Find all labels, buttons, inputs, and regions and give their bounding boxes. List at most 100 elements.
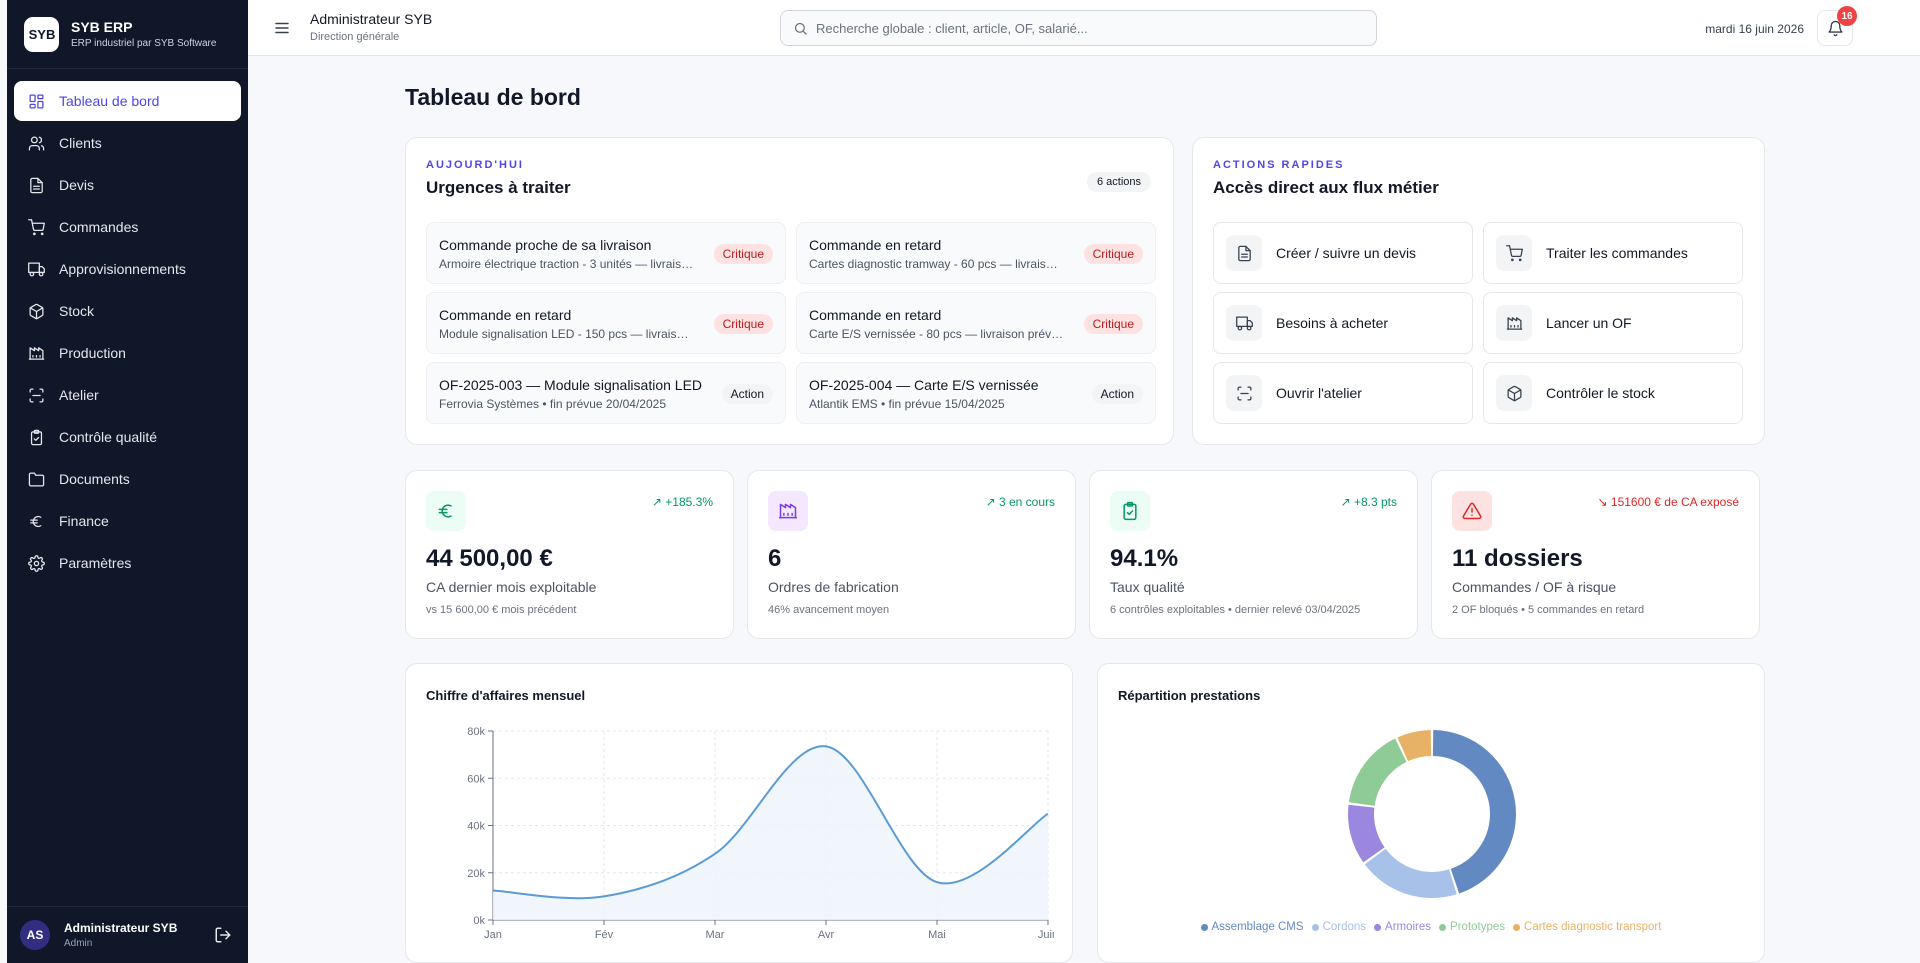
urgence-tag: Critique	[1083, 244, 1143, 264]
urgence-subtitle: Armoire électrique traction - 3 unités —…	[439, 257, 694, 271]
topbar-subtitle: Direction générale	[310, 31, 400, 43]
legend-item[interactable]: Assemblage CMS	[1200, 921, 1304, 933]
box-icon	[29, 303, 44, 319]
urgences-count-badge: 6 actions	[1086, 172, 1151, 192]
sidebar-item-7[interactable]: Atelier	[14, 375, 241, 415]
sidebar-item-6[interactable]: Production	[14, 333, 241, 373]
quick-action-label: Besoins à acheter	[1276, 315, 1389, 331]
urgences-list: Commande proche de sa livraison Armoire é…	[426, 222, 1156, 424]
quick-action-button[interactable]: Créer / suivre un devis	[1213, 222, 1473, 284]
kpi-card: ↘ 151600 € de CA exposé 11 dossiers Comman…	[1431, 470, 1760, 639]
urgence-tag: Action	[721, 384, 773, 404]
sidebar-item-2[interactable]: Devis	[14, 165, 241, 205]
quick-action-button[interactable]: Lancer un OF	[1483, 292, 1743, 354]
quick-action-button[interactable]: Besoins à acheter	[1213, 292, 1473, 354]
logout-icon[interactable]	[214, 926, 232, 944]
sidebar-item-label: Commandes	[59, 219, 139, 235]
quick-action-button[interactable]: Traiter les commandes	[1483, 222, 1743, 284]
kpi-subtext: vs 15 600,00 € mois précédent	[426, 604, 577, 616]
sidebar-item-3[interactable]: Commandes	[14, 207, 241, 247]
global-search	[780, 10, 1377, 46]
x-tick-label: Mai	[928, 929, 946, 941]
notifications-button[interactable]: 16	[1817, 6, 1857, 46]
urgence-item[interactable]: OF-2025-004 — Carte E/S vernissée Atlanti…	[796, 362, 1156, 424]
quick-action-label: Ouvrir l'atelier	[1276, 385, 1362, 401]
actions-title: Accès direct aux flux métier	[1213, 178, 1439, 197]
urgence-title: Commande proche de sa livraison	[439, 237, 652, 253]
avatar[interactable]: AS	[20, 920, 50, 950]
urgence-item[interactable]: OF-2025-003 — Module signalisation LED Fe…	[426, 362, 786, 424]
sidebar-item-label: Finance	[59, 513, 109, 529]
pie-slice[interactable]	[1432, 730, 1516, 894]
menu-icon[interactable]	[273, 19, 291, 37]
kpi-value: 6	[768, 545, 782, 572]
urgence-item[interactable]: Commande proche de sa livraison Armoire é…	[426, 222, 786, 284]
pie-slice[interactable]	[1397, 730, 1432, 762]
euro-icon	[438, 504, 452, 518]
sidebar-item-label: Clients	[59, 135, 102, 151]
sidebar-item-label: Documents	[59, 471, 130, 487]
cart-icon	[28, 218, 45, 235]
app-name: SYB ERP	[71, 19, 133, 35]
search-icon	[794, 22, 807, 35]
topbar: Administrateur SYB Direction générale ma…	[248, 0, 1920, 56]
kpi-delta: ↗ +8.3 pts	[1340, 495, 1397, 509]
box-icon	[1506, 385, 1522, 401]
pie-slice[interactable]	[1348, 738, 1407, 806]
legend-item[interactable]: Armoires	[1374, 921, 1431, 933]
urgence-item[interactable]: Commande en retard Module signalisation L…	[426, 292, 786, 354]
sidebar-item-4[interactable]: Approvisionnements	[14, 249, 241, 289]
legend-item[interactable]: Prototypes	[1439, 921, 1505, 933]
y-tick-label: 40k	[467, 821, 485, 833]
urgence-title: Commande en retard	[809, 307, 942, 323]
donut-chart	[1348, 730, 1516, 898]
legend-item[interactable]: Cordons	[1311, 921, 1366, 933]
sidebar-item-label: Contrôle qualité	[59, 429, 158, 445]
sidebar-item-11[interactable]: Paramètres	[14, 543, 241, 583]
urgence-item[interactable]: Commande en retard Cartes diagnostic tram…	[796, 222, 1156, 284]
kpi-label: Taux qualité	[1110, 579, 1185, 595]
urgence-item[interactable]: Commande en retard Carte E/S vernissée - …	[796, 292, 1156, 354]
sidebar-item-10[interactable]: Finance	[14, 501, 241, 541]
sidebar-item-8[interactable]: Contrôle qualité	[14, 417, 241, 457]
urgence-title: Commande en retard	[809, 237, 942, 253]
urgence-title: OF-2025-003 — Module signalisation LED	[439, 377, 703, 393]
sidebar-item-5[interactable]: Stock	[14, 291, 241, 331]
scan-icon	[1236, 385, 1252, 401]
x-tick-label: Fév	[595, 929, 614, 941]
notification-count: 16	[1837, 6, 1857, 26]
urgence-tag: Action	[1091, 384, 1143, 404]
kpi-label: Commandes / OF à risque	[1452, 579, 1617, 595]
quick-action-button[interactable]: Ouvrir l'atelier	[1213, 362, 1473, 424]
legend-label: Armoires	[1385, 921, 1432, 933]
alert-icon	[1462, 502, 1482, 520]
urgences-title: Urgences à traiter	[426, 178, 571, 197]
pie-slice[interactable]	[1348, 804, 1385, 863]
quick-action-label: Lancer un OF	[1546, 315, 1632, 331]
euro-icon	[30, 515, 42, 527]
sidebar-item-9[interactable]: Documents	[14, 459, 241, 499]
svg-text:SYB: SYB	[28, 27, 55, 42]
kpi-delta: ↘ 151600 € de CA exposé	[1597, 495, 1740, 509]
factory-icon	[1506, 316, 1522, 330]
sidebar-item-1[interactable]: Clients	[14, 123, 241, 163]
x-tick-label: Juin	[1038, 929, 1054, 941]
actions-list: Créer / suivre un devis Traiter les comma…	[1213, 222, 1743, 424]
quick-action-button[interactable]: Contrôler le stock	[1483, 362, 1743, 424]
kpi-delta: ↗ 3 en cours	[985, 495, 1055, 509]
dashboard-icon	[29, 93, 44, 109]
sidebar-item-label: Atelier	[59, 387, 99, 403]
sidebar-item-0[interactable]: Tableau de bord	[14, 81, 241, 121]
users-icon	[28, 135, 45, 151]
urgence-tag: Critique	[713, 244, 773, 264]
search-input[interactable]	[816, 20, 1336, 36]
pie-slice[interactable]	[1364, 848, 1457, 898]
legend-label: Cartes diagnostic transport	[1524, 921, 1662, 933]
legend-item[interactable]: Cartes diagnostic transport	[1513, 921, 1661, 933]
y-tick-label: 20k	[467, 868, 485, 880]
urgence-subtitle: Ferrovia Systèmes • fin prévue 20/04/202…	[439, 397, 666, 411]
folder-icon	[28, 471, 45, 487]
urgence-subtitle: Module signalisation LED - 150 pcs — liv…	[439, 327, 694, 341]
actions-eyebrow: ACTIONS RAPIDES	[1213, 159, 1345, 171]
revenue-chart-title: Chiffre d'affaires mensuel	[426, 688, 586, 703]
